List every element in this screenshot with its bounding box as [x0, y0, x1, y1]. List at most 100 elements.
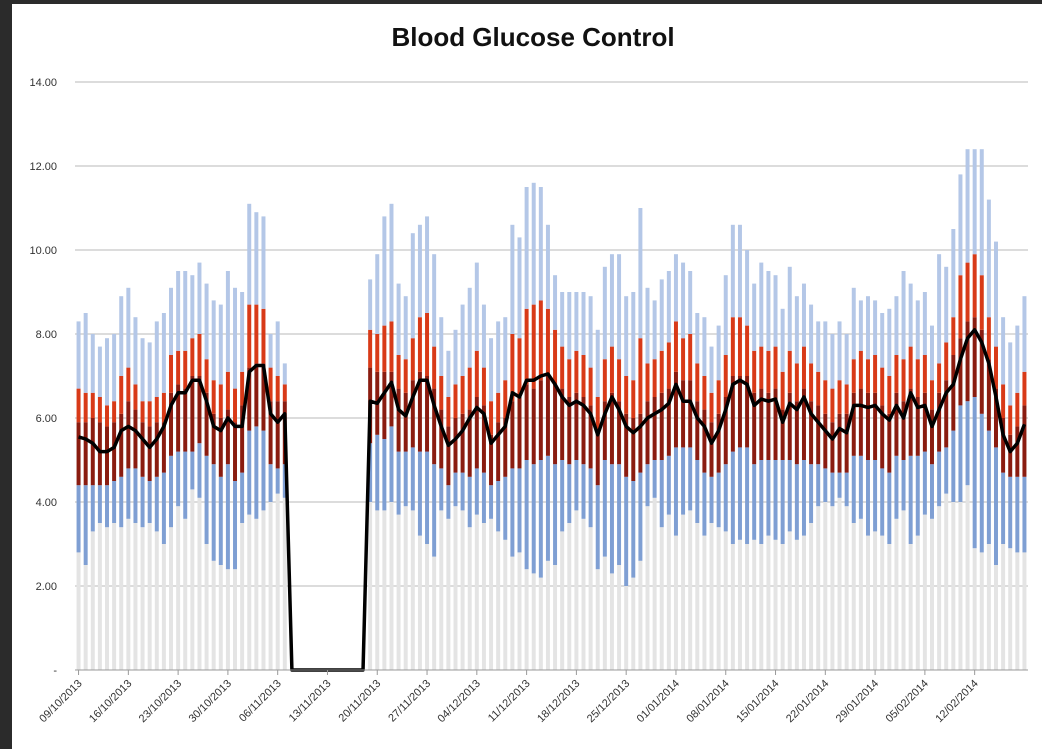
bar-segment	[545, 224, 550, 309]
bar-segment	[119, 413, 124, 477]
bar-segment	[901, 510, 906, 670]
bar-segment	[140, 476, 145, 528]
bar-segment	[489, 338, 494, 402]
bar-segment	[432, 556, 437, 670]
bar-segment	[922, 514, 927, 670]
bar-segment	[638, 560, 643, 670]
bar-segment	[645, 363, 650, 402]
bar-segment	[1008, 405, 1013, 435]
bar-segment	[958, 275, 963, 339]
bar-segment	[403, 506, 408, 670]
bar-segment	[425, 451, 430, 544]
bar-segment	[1001, 384, 1006, 418]
bar-segment	[112, 422, 117, 481]
bar-segment	[531, 573, 536, 670]
bar-segment	[432, 254, 437, 347]
bar-segment	[1001, 418, 1006, 473]
bar-segment	[147, 426, 152, 481]
bar-segment	[673, 254, 678, 322]
bar-segment	[894, 455, 899, 519]
bar-segment	[169, 455, 174, 528]
bar-segment	[723, 464, 728, 532]
bar-segment	[439, 317, 444, 376]
bar-segment	[105, 485, 109, 528]
bar-segment	[275, 468, 280, 494]
bar-segment	[574, 392, 579, 460]
bar-segment	[986, 199, 991, 318]
bar-segment	[161, 472, 166, 544]
bar-segment	[396, 355, 401, 389]
bar-segment	[809, 363, 814, 402]
bar-segment	[994, 565, 998, 670]
bar-segment	[83, 313, 88, 393]
bar-segment	[858, 455, 863, 519]
bar-segment	[545, 560, 550, 670]
bar-segment	[531, 182, 536, 305]
bar-segment	[844, 384, 849, 414]
bar-segment	[858, 350, 863, 389]
bar-segment	[375, 510, 380, 670]
bar-segment	[823, 413, 828, 469]
bar-segment	[979, 413, 984, 553]
bar-segment	[275, 376, 280, 402]
bar-segment	[972, 548, 977, 670]
bar-segment	[496, 321, 501, 393]
bar-segment	[417, 371, 422, 452]
bar-segment	[1001, 317, 1006, 385]
bar-segment	[211, 464, 216, 561]
bar-segment	[467, 409, 472, 477]
bar-segment	[873, 300, 878, 355]
bar-segment	[887, 376, 892, 414]
bar-segment	[574, 460, 579, 511]
bar-segment	[830, 472, 835, 507]
bar-segment	[858, 518, 863, 670]
bar-segment	[169, 527, 174, 670]
bar-segment	[979, 552, 984, 670]
bar-segment	[197, 497, 202, 670]
bar-segment	[994, 388, 998, 448]
bar-segment	[453, 418, 458, 473]
bar-segment	[481, 405, 486, 473]
bar-segment	[830, 334, 835, 389]
bar-segment	[645, 401, 650, 465]
bar-segment	[887, 308, 892, 376]
bar-segment	[1008, 476, 1013, 549]
bar-segment	[787, 531, 792, 670]
bar-segment	[225, 271, 230, 372]
bar-segment	[617, 254, 622, 360]
bar-segment	[894, 518, 899, 670]
bar-segment	[503, 418, 508, 477]
bar-segment	[240, 371, 245, 406]
bar-segment	[766, 271, 771, 351]
bar-segment	[972, 317, 977, 397]
bar-segment	[105, 338, 109, 406]
bar-segment	[83, 422, 88, 486]
bar-segment	[446, 426, 451, 486]
bar-segment	[723, 531, 728, 670]
bar-segment	[553, 464, 558, 565]
bar-segment	[467, 476, 472, 528]
bar-segment	[723, 397, 728, 465]
bar-segment	[510, 224, 515, 334]
bar-segment	[247, 304, 252, 368]
bar-segment	[809, 523, 814, 670]
bar-segment	[489, 401, 494, 435]
bar-segment	[922, 292, 927, 355]
bar-segment	[389, 502, 394, 670]
bar-segment	[944, 447, 949, 494]
bar-segment	[538, 577, 543, 670]
bar-segment	[844, 506, 849, 670]
bar-segment	[403, 392, 408, 452]
bar-segment	[553, 565, 558, 670]
bar-segment	[929, 518, 934, 670]
bar-segment	[453, 329, 458, 385]
bar-segment	[745, 544, 750, 670]
bar-segment	[965, 321, 970, 402]
bar-segment	[261, 216, 266, 309]
bar-segment	[666, 455, 671, 515]
bar-segment	[609, 254, 614, 347]
bar-segment	[460, 304, 465, 376]
bar-segment	[531, 304, 536, 389]
bar-segment	[915, 397, 920, 456]
bar-segment	[823, 321, 828, 381]
